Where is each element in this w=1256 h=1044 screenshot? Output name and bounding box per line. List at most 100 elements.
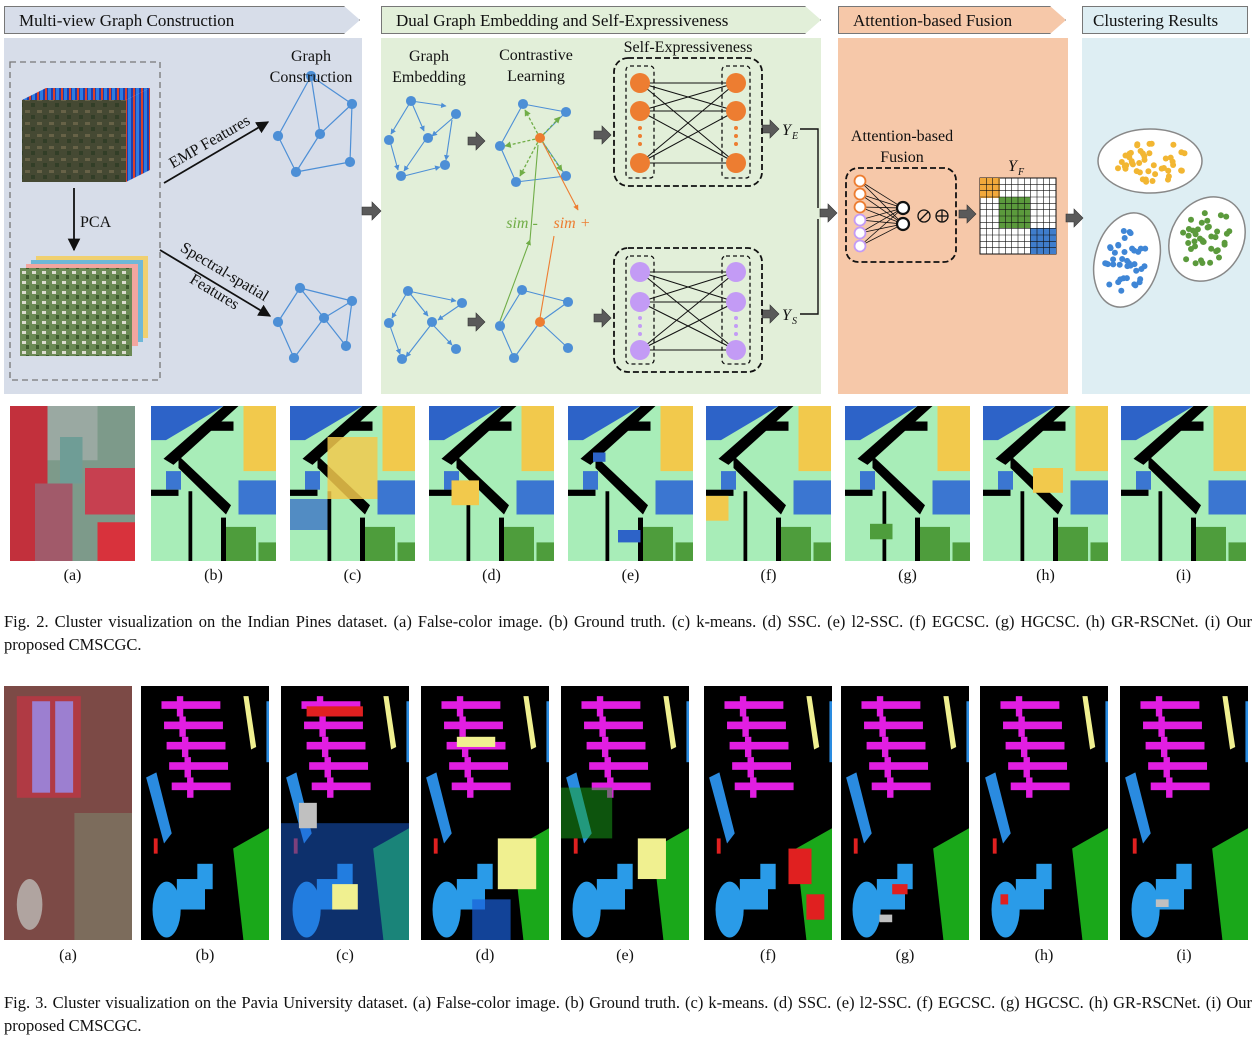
indian-pines-map xyxy=(983,406,1108,561)
panel-dual-graph xyxy=(381,38,821,394)
cluster-dot xyxy=(1142,245,1149,252)
input-box xyxy=(9,61,161,381)
attention-module-icon xyxy=(845,167,957,263)
cluster-dot xyxy=(1120,228,1127,234)
cluster-dot xyxy=(1127,149,1134,156)
cluster-dot xyxy=(1107,244,1114,251)
pavia-map xyxy=(421,686,549,940)
cluster-dot xyxy=(1137,245,1144,252)
cluster-dot xyxy=(1204,217,1211,224)
section-title: Clustering Results xyxy=(1093,11,1219,30)
cluster-dot xyxy=(1137,148,1144,154)
label-y-f: Y xyxy=(1008,158,1019,175)
cluster-dot xyxy=(1208,245,1215,252)
cluster-dot xyxy=(1123,162,1130,169)
pavia-map xyxy=(4,686,132,940)
cluster-dot xyxy=(1216,254,1222,261)
cluster-dot xyxy=(1146,150,1153,157)
label-graph-embedding: Graph xyxy=(409,48,449,65)
caption-text: Fig. 2. Cluster visualization on the Ind… xyxy=(4,612,1252,654)
section-header-multiview: Multi-view Graph Construction xyxy=(4,6,360,34)
cluster-dot xyxy=(1145,168,1152,175)
label-contrastive-learning: Contrastive xyxy=(499,47,573,64)
cluster-dot xyxy=(1188,216,1194,223)
cluster-dot xyxy=(1127,262,1134,269)
indian-pines-map xyxy=(1121,406,1246,561)
cluster-dot xyxy=(1127,230,1134,237)
cluster-dot xyxy=(1165,167,1172,174)
cluster-dot xyxy=(1143,178,1150,185)
cluster-dot xyxy=(1217,212,1224,219)
subfig-label: (a) xyxy=(63,567,82,584)
label-y-s: S xyxy=(792,316,797,327)
pavia-map xyxy=(1120,686,1248,940)
cluster-dot xyxy=(1126,154,1133,161)
section-header-fusion: Attention-based Fusion xyxy=(838,6,1066,34)
cluster-dot xyxy=(1150,162,1157,169)
cluster-dot xyxy=(1180,229,1187,236)
figure-3-caption: Fig. 3. Cluster visualization on the Pav… xyxy=(4,991,1252,1037)
cluster-dot xyxy=(1123,275,1130,282)
cluster-dot xyxy=(1165,173,1172,180)
subfig-label: (h) xyxy=(1036,567,1055,584)
cluster-dot xyxy=(1198,219,1205,226)
indian-pines-map xyxy=(290,406,415,561)
cluster-dot xyxy=(1194,226,1201,233)
self-expressive-bottom-icon xyxy=(613,247,763,373)
indian-pines-map xyxy=(845,406,970,561)
pavia-map xyxy=(141,686,269,940)
section-header-clustering: Clustering Results xyxy=(1082,6,1248,34)
cluster-dot xyxy=(1136,160,1143,166)
label-y-e: Y xyxy=(782,122,793,139)
section-title: Multi-view Graph Construction xyxy=(19,11,235,30)
hsi-cube-icon xyxy=(22,88,150,182)
pavia-map xyxy=(281,686,409,940)
cluster-dot xyxy=(1121,249,1128,255)
pavia-map xyxy=(841,686,969,940)
cluster-dot xyxy=(1205,223,1212,230)
graph-embedding-top-icon xyxy=(383,95,462,182)
affinity-matrix-icon xyxy=(979,177,1057,255)
pavia-map xyxy=(980,686,1108,940)
cluster-dot xyxy=(1192,243,1198,250)
label-y-s: Y xyxy=(782,307,793,324)
pavia-map xyxy=(704,686,832,940)
indian-pines-map xyxy=(706,406,831,561)
cluster-dot xyxy=(1162,155,1169,162)
graph-embedding-bottom-icon xyxy=(383,285,468,365)
label-y-e: E xyxy=(791,131,798,142)
label-pca: PCA xyxy=(80,214,112,231)
cluster-dot xyxy=(1207,259,1214,266)
subfig-label: (c) xyxy=(343,567,362,584)
label-y-f: F xyxy=(1017,167,1025,178)
subfig-label: (g) xyxy=(898,567,917,584)
indian-pines-map xyxy=(10,406,135,561)
label-contrastive-learning: Learning xyxy=(507,68,565,85)
cluster-dot xyxy=(1115,241,1122,248)
subfig-label: (f) xyxy=(760,947,776,964)
cluster-dot xyxy=(1178,167,1185,174)
subfig-label: (e) xyxy=(621,567,640,584)
cluster-dot xyxy=(1110,261,1117,268)
cluster-dot xyxy=(1106,281,1113,288)
section-header-dual-graph: Dual Graph Embedding and Self-Expressive… xyxy=(381,6,821,34)
subfig-label: (b) xyxy=(195,947,215,964)
pca-image-stack-icon xyxy=(20,256,148,356)
cluster-dot xyxy=(1223,230,1230,237)
label-graph-embedding: Embedding xyxy=(392,69,466,86)
cluster-dot xyxy=(1137,276,1144,283)
indian-pines-map xyxy=(568,406,693,561)
subfig-label: (i) xyxy=(1176,947,1192,964)
self-expressive-top-icon xyxy=(613,57,763,187)
caption-text: Fig. 3. Cluster visualization on the Pav… xyxy=(4,993,1252,1035)
cluster-dot xyxy=(1185,240,1192,246)
cluster-dot xyxy=(1118,287,1125,294)
subfig-label: (a) xyxy=(59,947,77,964)
cluster-dot xyxy=(1214,247,1221,254)
cluster-dot xyxy=(1214,228,1221,235)
cluster-dot xyxy=(1192,231,1199,238)
contrastive-top-icon xyxy=(494,98,572,188)
cluster-dot xyxy=(1129,159,1135,166)
cluster-dot xyxy=(1221,239,1228,246)
cluster-dot xyxy=(1199,260,1206,266)
